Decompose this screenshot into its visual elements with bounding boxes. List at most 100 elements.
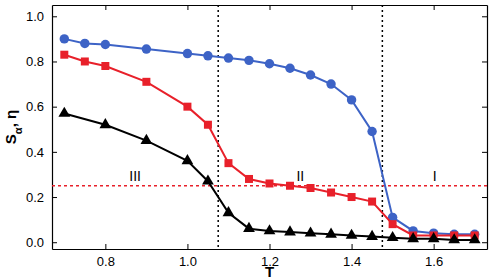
marker — [327, 189, 335, 197]
marker — [80, 39, 89, 48]
marker — [265, 59, 274, 68]
marker — [305, 226, 317, 236]
tick-label: 0.8 — [97, 254, 115, 269]
tick-mark — [52, 107, 57, 108]
tick-mark — [352, 5, 353, 10]
tick — [482, 107, 487, 108]
marker — [326, 79, 335, 88]
tick-mark — [434, 244, 435, 249]
tick-label: 1.0 — [179, 254, 197, 269]
plot: 0.81.01.21.41.60.00.20.40.60.81.0IIIIII — [26, 5, 488, 269]
tick-mark — [187, 5, 188, 10]
marker — [58, 107, 70, 117]
tick-label: 0.2 — [26, 190, 44, 205]
marker — [347, 95, 356, 104]
tick: 1.0 — [26, 9, 57, 24]
marker — [407, 232, 419, 242]
tick: 0.6 — [26, 99, 57, 114]
tick: 0.8 — [97, 244, 115, 269]
marker — [204, 121, 212, 129]
x-axis-title: T — [265, 263, 274, 279]
tick-mark — [52, 152, 57, 153]
axis-line — [52, 6, 53, 250]
series-line — [64, 113, 474, 240]
tick — [482, 16, 487, 17]
tick-mark — [482, 107, 487, 108]
y-axis: 0.0 0.2 0.4 0.6 0.8 1.0 — [26, 6, 57, 250]
marker — [224, 53, 233, 62]
marker — [182, 154, 194, 164]
region-label: I — [433, 168, 437, 184]
y-axis-title: Sα, η — [2, 110, 24, 144]
marker — [389, 220, 397, 228]
tick: 0.2 — [26, 190, 57, 205]
marker — [245, 175, 253, 183]
tick-mark — [482, 242, 487, 243]
marker — [243, 222, 255, 232]
tick — [270, 5, 271, 10]
tick: 1.0 — [179, 244, 197, 269]
marker — [469, 233, 481, 243]
marker — [183, 49, 192, 58]
marker — [428, 232, 440, 242]
reference-line — [217, 5, 219, 249]
tick — [482, 152, 487, 153]
tick-mark — [105, 5, 106, 10]
marker — [142, 44, 151, 53]
marker — [183, 103, 191, 111]
marker — [142, 78, 150, 86]
marker — [448, 233, 460, 243]
tick-mark — [52, 61, 57, 62]
marker — [60, 34, 69, 43]
tick — [482, 242, 487, 243]
tick-mark — [482, 16, 487, 17]
marker — [101, 40, 110, 49]
x-axis-top — [53, 5, 488, 10]
marker — [244, 56, 253, 65]
tick — [434, 5, 435, 10]
marker — [223, 206, 235, 216]
marker — [264, 224, 276, 234]
tick: 0.8 — [26, 54, 57, 69]
tick-mark — [52, 16, 57, 17]
tick-label: 0.4 — [26, 145, 44, 160]
marker — [387, 231, 399, 241]
tick-mark — [52, 197, 57, 198]
marker — [346, 229, 358, 239]
tick-mark — [52, 242, 57, 243]
marker — [99, 118, 111, 128]
marker — [368, 198, 376, 206]
tick: 1.4 — [343, 244, 361, 269]
tick — [482, 197, 487, 198]
tick-label: 0.6 — [26, 99, 44, 114]
series-line — [64, 55, 474, 236]
marker — [307, 184, 315, 192]
marker — [306, 70, 315, 79]
tick — [482, 61, 487, 62]
tick-label: 1.4 — [343, 254, 361, 269]
chart: 0.81.01.21.41.60.00.20.40.60.81.0IIIIIIT… — [0, 0, 500, 279]
axis-line — [53, 249, 488, 250]
region-label: III — [129, 168, 141, 184]
tick-label: 1.6 — [425, 254, 443, 269]
marker — [325, 228, 337, 238]
tick-mark — [270, 5, 271, 10]
marker — [286, 182, 294, 190]
marker — [203, 51, 212, 60]
tick-label: 1.0 — [26, 9, 44, 24]
tick — [105, 5, 106, 10]
tick: 0.4 — [26, 145, 57, 160]
tick-mark — [482, 152, 487, 153]
tick: 0.0 — [26, 235, 57, 250]
tick-mark — [482, 61, 487, 62]
region-label: II — [296, 168, 304, 184]
marker — [366, 230, 378, 240]
tick-mark — [105, 244, 106, 249]
marker — [367, 127, 376, 136]
tick — [352, 5, 353, 10]
marker — [285, 64, 294, 73]
marker — [81, 57, 89, 65]
series-line — [64, 39, 474, 234]
tick-mark — [352, 244, 353, 249]
marker — [266, 179, 274, 187]
